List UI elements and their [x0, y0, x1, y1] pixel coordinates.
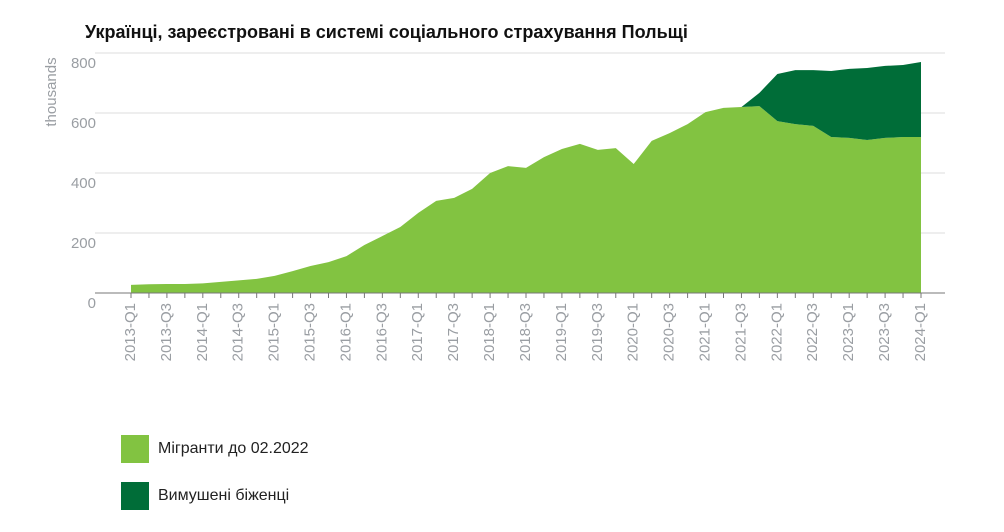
x-tick-label: 2014-Q3	[230, 303, 247, 361]
x-tick-label: 2023-Q3	[876, 303, 893, 361]
x-tick-label: 2017-Q1	[409, 303, 426, 361]
legend-label: Мігранти до 02.2022	[158, 440, 309, 457]
chart-title: Українці, зареєстровані в системі соціал…	[85, 22, 688, 42]
x-tick-label: 2019-Q3	[589, 303, 606, 361]
x-tick-label: 2021-Q1	[697, 303, 714, 361]
y-tick-label: 800	[71, 55, 96, 72]
legend-label: Вимушені біженці	[158, 487, 289, 504]
x-tick-label: 2020-Q3	[661, 303, 678, 361]
x-tick-label: 2024-Q1	[912, 303, 929, 361]
y-tick-label: 0	[88, 295, 96, 312]
y-axis-label: thousands	[43, 57, 60, 126]
x-tick-label: 2015-Q1	[266, 303, 283, 361]
x-tick-label: 2018-Q1	[481, 303, 498, 361]
x-tick-label: 2015-Q3	[302, 303, 319, 361]
x-tick-label: 2019-Q1	[553, 303, 570, 361]
y-tick-label: 600	[71, 115, 96, 132]
x-tick-label: 2021-Q3	[732, 303, 749, 361]
x-tick-label: 2023-Q1	[840, 303, 857, 361]
x-tick-label: 2018-Q3	[517, 303, 534, 361]
area	[131, 106, 921, 293]
x-tick-label: 2014-Q1	[194, 303, 211, 361]
area	[741, 62, 921, 140]
x-tick-label: 2022-Q1	[768, 303, 785, 361]
legend-swatch	[121, 482, 149, 510]
x-tick-label: 2013-Q3	[158, 303, 175, 361]
y-tick-label: 200	[71, 235, 96, 252]
x-tick-label: 2022-Q3	[804, 303, 821, 361]
x-tick-label: 2016-Q3	[373, 303, 390, 361]
x-tick-label: 2017-Q3	[445, 303, 462, 361]
x-tick-label: 2020-Q1	[625, 303, 642, 361]
x-tick-label: 2016-Q1	[337, 303, 354, 361]
y-tick-label: 400	[71, 175, 96, 192]
legend-swatch	[121, 435, 149, 463]
x-tick-label: 2013-Q1	[122, 303, 139, 361]
